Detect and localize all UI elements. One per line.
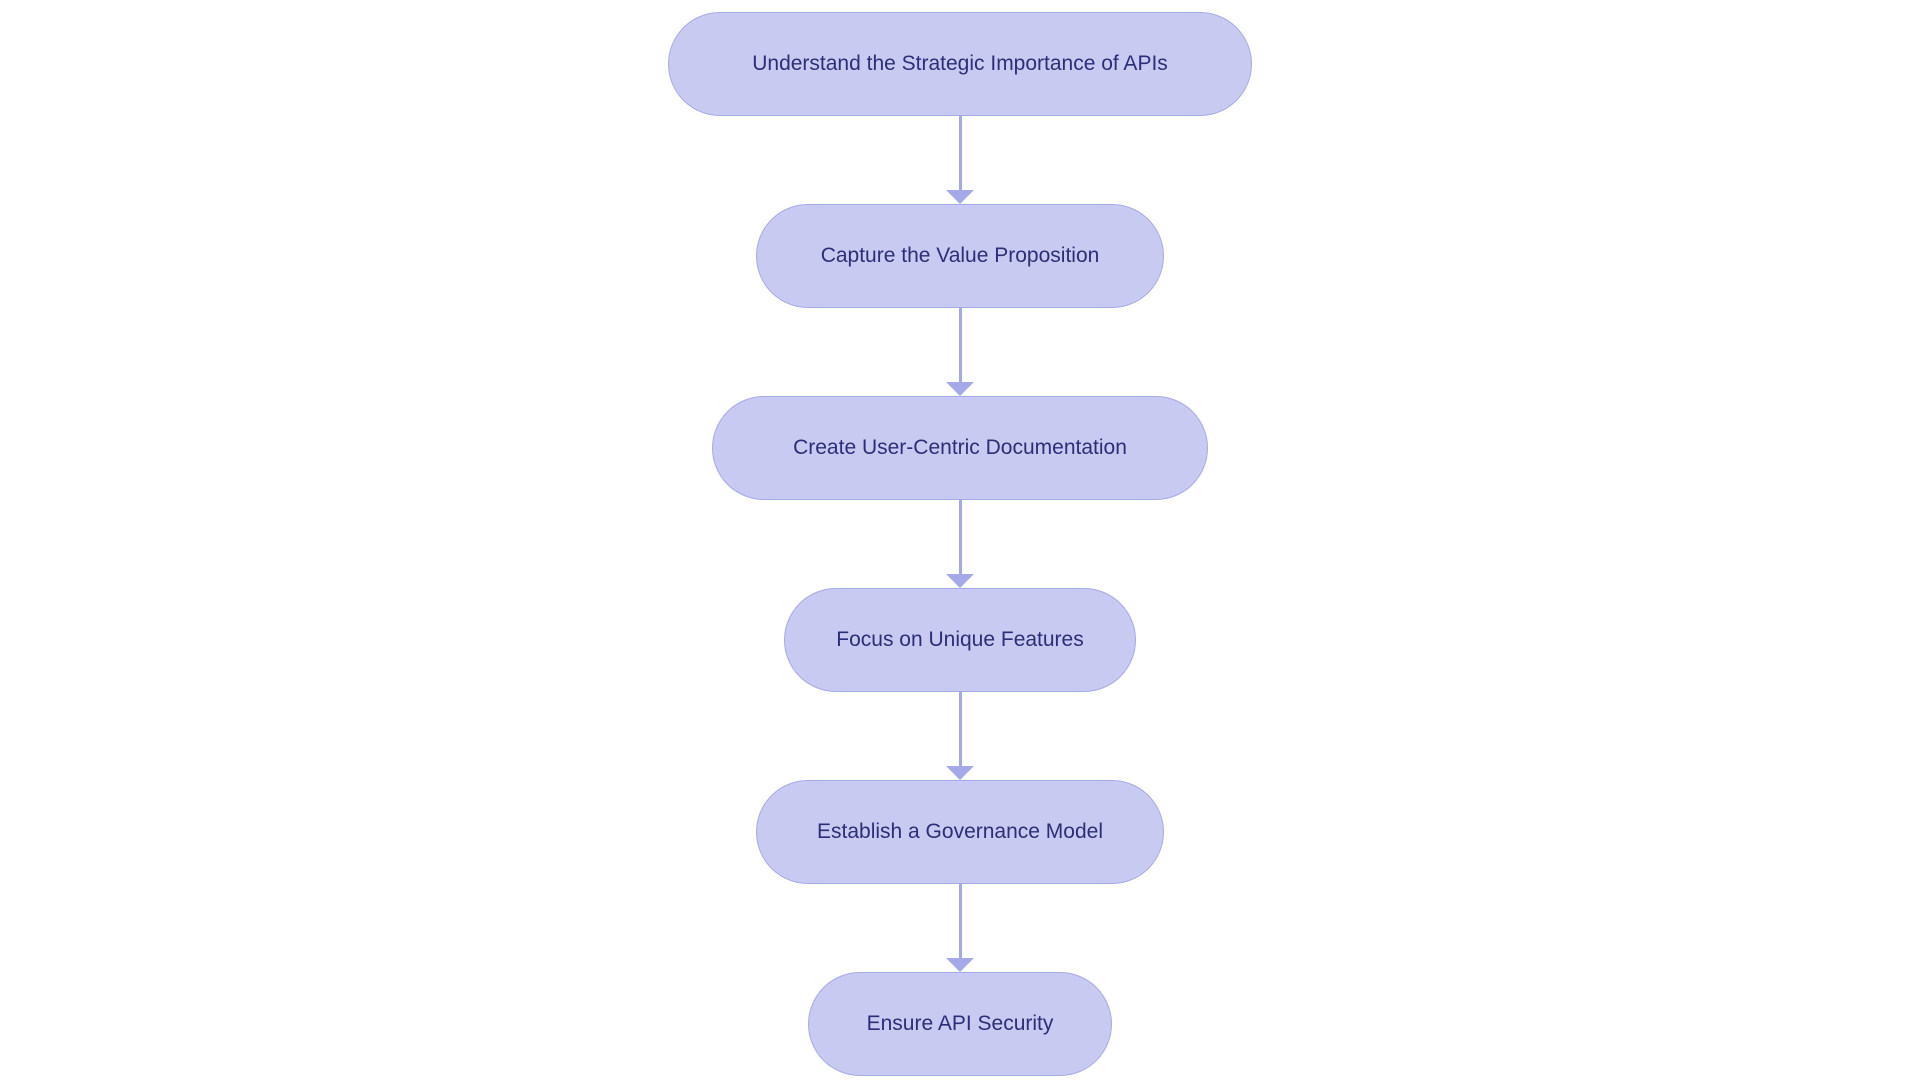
flowchart-node: Establish a Governance Model [756, 780, 1164, 884]
flowchart-arrow-head [946, 382, 974, 396]
flowchart-node: Focus on Unique Features [784, 588, 1136, 692]
flowchart-arrow [959, 116, 962, 192]
flowchart-node: Understand the Strategic Importance of A… [668, 12, 1252, 116]
flowchart-arrow-head [946, 766, 974, 780]
flowchart-arrow [959, 308, 962, 384]
flowchart-arrow-head [946, 190, 974, 204]
flowchart-canvas: Understand the Strategic Importance of A… [0, 0, 1920, 1080]
flowchart-arrow-head [946, 574, 974, 588]
flowchart-arrow [959, 692, 962, 768]
flowchart-node: Ensure API Security [808, 972, 1112, 1076]
flowchart-arrow-head [946, 958, 974, 972]
flowchart-arrow [959, 500, 962, 576]
flowchart-arrow [959, 884, 962, 960]
flowchart-node: Create User-Centric Documentation [712, 396, 1208, 500]
flowchart-node: Capture the Value Proposition [756, 204, 1164, 308]
